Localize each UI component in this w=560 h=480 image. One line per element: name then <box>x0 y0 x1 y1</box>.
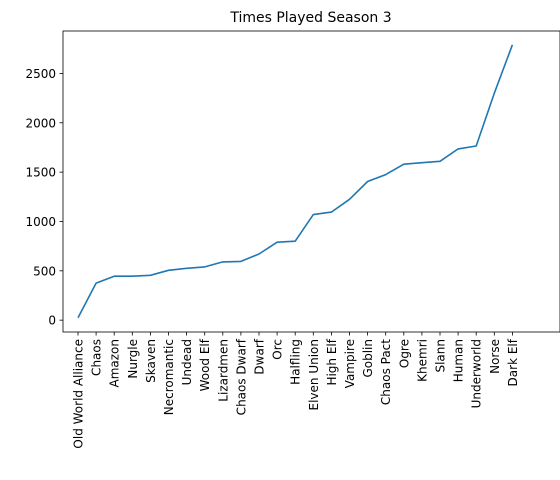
x-tick-label: Wood Elf <box>198 338 212 391</box>
x-tick-label: Human <box>452 339 466 382</box>
x-tick-label: High Elf <box>325 338 339 385</box>
x-tick-label: Dwarf <box>253 338 267 374</box>
x-tick-label: Goblin <box>361 339 375 378</box>
x-tick-label: Elven Union <box>307 339 321 411</box>
x-tick-label: Amazon <box>108 339 122 388</box>
x-tick-label: Chaos Pact <box>379 339 393 405</box>
x-tick-label: Old World Alliance <box>72 339 86 449</box>
x-tick-label: Dark Elf <box>506 338 520 386</box>
x-tick-label: Lizardmen <box>216 339 230 402</box>
x-tick-label: Ogre <box>397 339 411 368</box>
x-tick-label: Orc <box>271 339 285 360</box>
plot-area: 0 500 1000 1500 2000 2500 Old World Alliance Ch… <box>25 30 560 449</box>
x-tick-label: Slann <box>434 339 448 373</box>
y-tick-label: 2500 <box>25 67 56 81</box>
y-tick-label: 500 <box>33 264 56 278</box>
x-tick-label: Skaven <box>144 339 158 383</box>
plot-frame <box>62 30 560 333</box>
y-tick-label: 1000 <box>25 215 56 229</box>
y-tick-label: 1500 <box>25 166 56 180</box>
x-tick-label: Underworld <box>470 339 484 408</box>
x-tick-label: Necromantic <box>162 339 176 415</box>
x-tick-label: Chaos Dwarf <box>234 338 248 415</box>
series-line <box>77 44 514 319</box>
x-tick-label: Vampire <box>343 339 357 388</box>
y-tick-label: 0 <box>48 314 56 328</box>
x-tick-label: Nurgle <box>126 339 140 379</box>
x-tick-label: Halfling <box>289 339 303 385</box>
x-tick-label: Undead <box>180 339 194 385</box>
y-tick-label: 2000 <box>25 116 56 130</box>
chart-title: Times Played Season 3 <box>229 10 391 26</box>
x-tick-label: Norse <box>488 339 502 374</box>
x-tick-label: Khemri <box>415 339 429 382</box>
x-tick-label: Chaos <box>90 339 104 376</box>
